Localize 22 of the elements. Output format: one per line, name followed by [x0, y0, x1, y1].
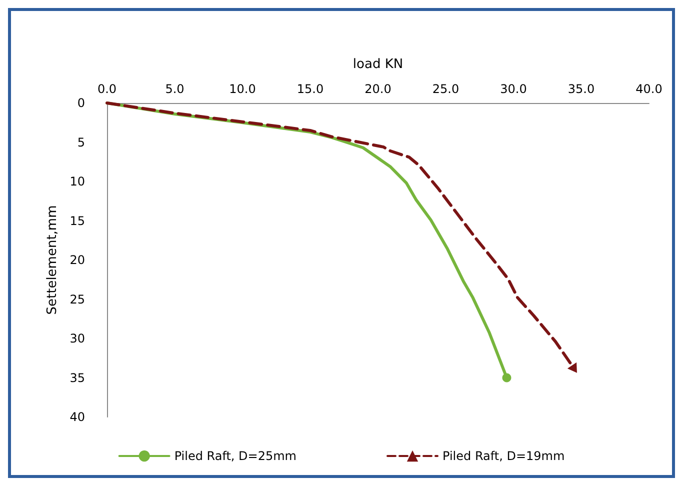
x-tick-label: 10.0: [229, 82, 256, 96]
y-tick-label: 0: [77, 96, 85, 110]
x-axis-title: load KN: [352, 57, 404, 72]
y-tick-label: 25: [70, 292, 85, 306]
y-tick-label: 5: [77, 135, 85, 150]
y-tick-label: 10: [70, 174, 85, 188]
y-tick-label: 30: [70, 332, 85, 346]
x-tick-label: 0.0: [97, 82, 117, 96]
x-tick-label: 15.0: [296, 82, 324, 96]
x-tick-label: 25.0: [432, 82, 460, 96]
y-tick-label: 35: [70, 370, 85, 385]
legend-label: Piled Raft, D=19mm: [442, 449, 565, 463]
x-tick-label: 35.0: [568, 82, 595, 96]
x-tick-label: 40.0: [636, 82, 662, 96]
y-tick-label: 15: [70, 214, 85, 228]
legend-label: Piled Raft, D=25mm: [174, 449, 297, 463]
y-axis-title: Settelement,mm: [44, 205, 60, 315]
x-tick-label: 30.0: [500, 82, 527, 96]
x-tick-label: 20.0: [364, 82, 392, 96]
x-tick-label: 5.0: [165, 82, 184, 96]
y-tick-label: 40: [70, 410, 85, 424]
y-tick-label: 20: [70, 253, 85, 267]
